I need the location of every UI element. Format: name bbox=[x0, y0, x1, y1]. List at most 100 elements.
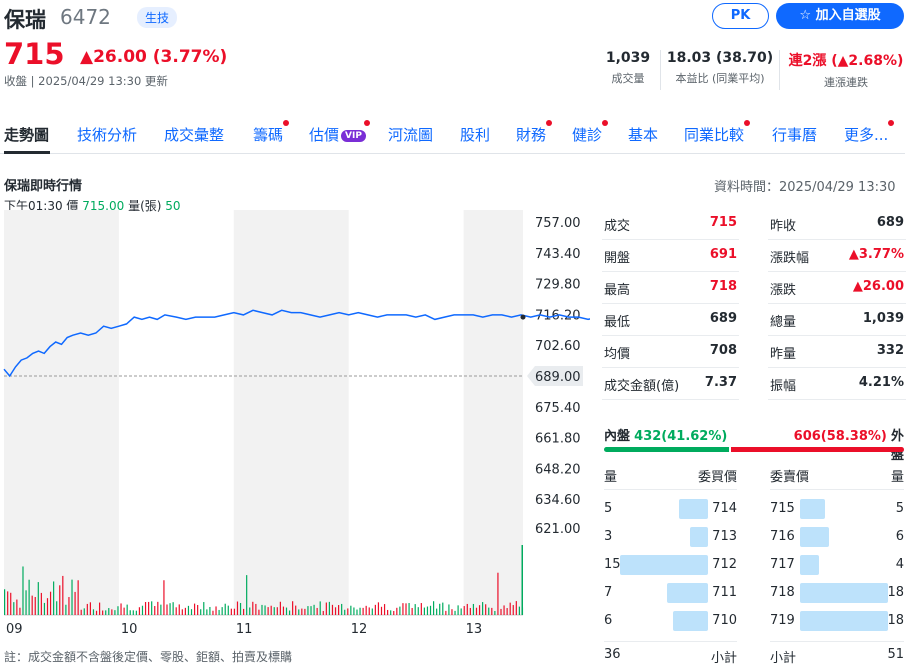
order-price: 713 bbox=[712, 529, 737, 544]
volume-bar bbox=[478, 605, 481, 615]
tab-label: 籌碼 bbox=[253, 126, 284, 144]
volume-bar bbox=[13, 602, 15, 615]
order-price: 710 bbox=[712, 613, 737, 628]
tab-label: 同業比較 bbox=[684, 126, 745, 144]
volume-bar bbox=[249, 607, 251, 615]
order-qty: 18 bbox=[887, 613, 904, 628]
tab-trades[interactable]: 成交彙整 bbox=[164, 124, 224, 145]
tab-more[interactable]: 更多... bbox=[844, 120, 895, 145]
volume-bar bbox=[239, 602, 242, 615]
volume-bar bbox=[295, 605, 297, 615]
stat-value: 連2漲 (▲2.68%) bbox=[788, 53, 904, 69]
tab-dividend[interactable]: 股利 bbox=[460, 124, 490, 145]
quote-label: 開盤 bbox=[604, 251, 631, 266]
tab-financial[interactable]: 財務 bbox=[516, 120, 553, 145]
volume-bar bbox=[347, 608, 349, 615]
volume-bar bbox=[436, 608, 438, 615]
stat-value: 18.03 (38.70) bbox=[666, 50, 774, 66]
tab-valuation[interactable]: 估價 VIP bbox=[309, 120, 370, 145]
stat-pe: 18.03 (38.70) 本益比 (同業平均) bbox=[664, 50, 776, 86]
ask-header: 委賣價 量 bbox=[770, 466, 904, 490]
quote-value: 4.21% bbox=[858, 375, 904, 390]
bid-subtotal: 36 小計 bbox=[604, 641, 737, 666]
volume-bar bbox=[337, 605, 340, 615]
quote-row: 昨量 332 bbox=[768, 336, 906, 368]
volume-bar bbox=[460, 608, 462, 615]
volume-bar bbox=[442, 602, 444, 615]
volume-bar bbox=[25, 590, 27, 615]
tab-technical[interactable]: 技術分析 bbox=[77, 124, 137, 145]
x-tick-label: 10 bbox=[121, 622, 138, 637]
y-tick-label: 702.60 bbox=[535, 339, 581, 354]
volume-bar bbox=[359, 607, 361, 615]
quote-value: 691 bbox=[709, 247, 737, 262]
bid-total: 36 bbox=[604, 647, 621, 662]
volume-bar bbox=[129, 610, 131, 615]
volume-bar bbox=[518, 606, 520, 615]
tab-health[interactable]: 健診 bbox=[572, 120, 609, 145]
stat-label: 連漲連跌 bbox=[824, 76, 868, 89]
vip-badge: VIP bbox=[341, 130, 366, 142]
quote-value: ▲26.00 bbox=[852, 279, 904, 294]
ask-row: 4 717 bbox=[770, 551, 904, 579]
volume-bar bbox=[16, 599, 18, 615]
volume-bar bbox=[307, 606, 309, 615]
tab-calendar[interactable]: 行事曆 bbox=[772, 124, 817, 145]
star-icon: ☆ bbox=[799, 8, 816, 23]
volume-bar bbox=[157, 601, 159, 615]
notification-dot bbox=[888, 120, 895, 126]
tab-label: 估價 bbox=[309, 126, 340, 144]
volume-bar bbox=[353, 607, 355, 615]
volume-bar bbox=[488, 607, 490, 615]
quote-row: 成交金額(億) 7.37 bbox=[602, 368, 739, 400]
close-time: 收盤 | 2025/04/29 13:30 更新 bbox=[4, 74, 168, 88]
x-tick-label: 13 bbox=[466, 622, 483, 637]
quote-label: 成交 bbox=[604, 219, 631, 234]
volume-bar bbox=[429, 605, 432, 615]
volume-bar bbox=[454, 610, 456, 615]
bid-row: 7 711 bbox=[604, 579, 737, 607]
volume-bar bbox=[187, 605, 190, 615]
volume-bar bbox=[59, 585, 61, 615]
volume-bar bbox=[491, 607, 493, 615]
order-qty: 6 bbox=[895, 529, 904, 544]
tab-basic[interactable]: 基本 bbox=[628, 124, 658, 145]
pk-button[interactable]: PK bbox=[712, 3, 769, 29]
quote-label: 漲跌 bbox=[770, 283, 797, 298]
notification-dot bbox=[744, 120, 751, 126]
volume-bar bbox=[408, 603, 410, 615]
volume-bar bbox=[108, 608, 110, 615]
tab-peers[interactable]: 同業比較 bbox=[684, 120, 751, 145]
outer-label: 外盤 bbox=[890, 429, 904, 463]
volume-bar bbox=[212, 610, 214, 615]
volume-bar bbox=[7, 591, 9, 615]
tab-river[interactable]: 河流圖 bbox=[388, 124, 433, 145]
volume-bar bbox=[258, 609, 260, 615]
outer-bar bbox=[731, 447, 904, 452]
volume-bar bbox=[126, 604, 128, 615]
divider bbox=[779, 50, 780, 90]
volume-bar bbox=[178, 604, 180, 615]
volume-bar bbox=[80, 609, 82, 615]
depth-bar bbox=[679, 499, 708, 519]
volume-bar bbox=[267, 607, 269, 615]
inner-bar bbox=[604, 447, 729, 452]
industry-badge[interactable]: 生技 bbox=[137, 7, 178, 28]
volume-bar bbox=[423, 607, 425, 615]
tab-label: 更多... bbox=[844, 126, 889, 144]
quote-label: 昨量 bbox=[770, 347, 797, 362]
volume-bar bbox=[19, 607, 21, 615]
volume-bar bbox=[163, 580, 165, 615]
volume-bar bbox=[411, 607, 413, 615]
tab-label: 河流圖 bbox=[388, 126, 434, 144]
hover-info: 下午01:30 價 715.00 量(張) 50 bbox=[4, 197, 181, 214]
add-watchlist-button[interactable]: ☆ 加入自選股 bbox=[776, 3, 904, 29]
depth-bar bbox=[800, 611, 888, 631]
y-tick-label: 743.40 bbox=[535, 247, 581, 262]
order-qty: 5 bbox=[604, 501, 613, 516]
intraday-chart[interactable]: 757.00743.40729.80716.20702.60675.40661.… bbox=[0, 210, 590, 640]
volume-bar bbox=[193, 603, 196, 615]
tab-chips[interactable]: 籌碼 bbox=[253, 120, 290, 145]
tab-trend[interactable]: 走勢圖 bbox=[4, 124, 49, 145]
quote-value: 708 bbox=[709, 343, 737, 358]
